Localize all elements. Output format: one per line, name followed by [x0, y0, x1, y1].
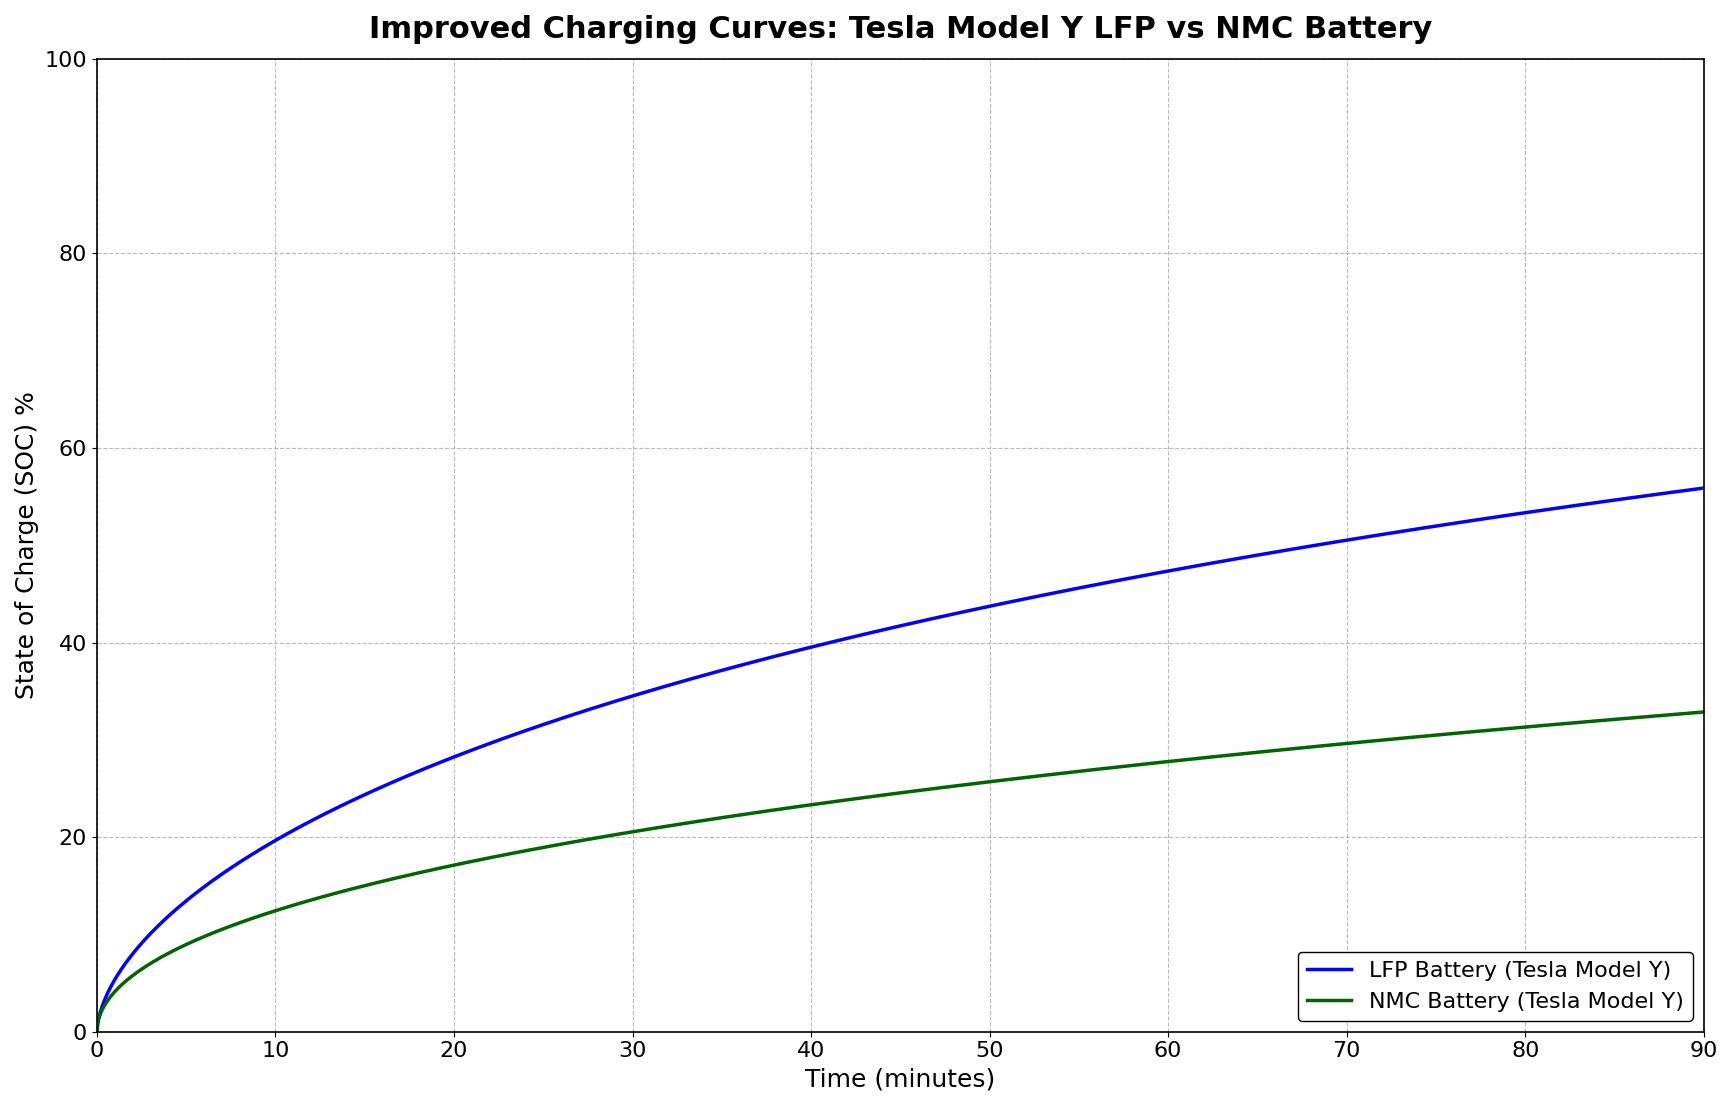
NMC Battery (Tesla Model Y): [1351, 735, 1372, 749]
LFP Battery (Tesla Model Y): [824, 635, 845, 648]
NMC Battery (Tesla Model Y): [1692, 706, 1713, 719]
Legend: LFP Battery (Tesla Model Y), NMC Battery (Tesla Model Y): LFP Battery (Tesla Model Y), NMC Battery…: [1297, 952, 1692, 1021]
LFP Battery (Tesla Model Y): [868, 624, 889, 637]
X-axis label: Time (minutes): Time (minutes): [805, 1067, 994, 1091]
NMC Battery (Tesla Model Y): [1645, 709, 1666, 722]
NMC Battery (Tesla Model Y): [1645, 709, 1666, 722]
LFP Battery (Tesla Model Y): [1645, 488, 1666, 501]
Line: NMC Battery (Tesla Model Y): NMC Battery (Tesla Model Y): [97, 712, 1703, 1032]
LFP Battery (Tesla Model Y): [1351, 531, 1372, 544]
LFP Battery (Tesla Model Y): [168, 900, 189, 914]
Y-axis label: State of Charge (SOC) %: State of Charge (SOC) %: [16, 392, 40, 699]
NMC Battery (Tesla Model Y): [824, 795, 845, 808]
Line: LFP Battery (Tesla Model Y): LFP Battery (Tesla Model Y): [97, 488, 1703, 1032]
LFP Battery (Tesla Model Y): [87, 1025, 107, 1039]
NMC Battery (Tesla Model Y): [168, 941, 189, 954]
Title: Improved Charging Curves: Tesla Model Y LFP vs NMC Battery: Improved Charging Curves: Tesla Model Y …: [369, 15, 1431, 44]
LFP Battery (Tesla Model Y): [1692, 481, 1713, 494]
NMC Battery (Tesla Model Y): [868, 789, 889, 802]
LFP Battery (Tesla Model Y): [1645, 488, 1666, 501]
NMC Battery (Tesla Model Y): [87, 1025, 107, 1039]
